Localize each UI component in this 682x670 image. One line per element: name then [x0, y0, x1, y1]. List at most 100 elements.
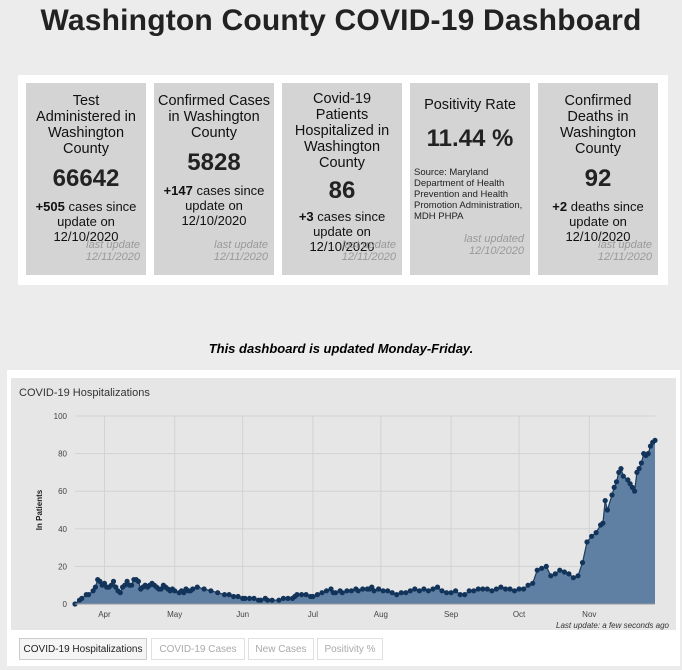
card-value: 92	[584, 165, 612, 192]
card-title: Positivity Rate	[424, 97, 516, 113]
data-point	[498, 584, 504, 590]
positivity-card: Positivity Rate 11.44 % Source: Maryland…	[410, 83, 530, 275]
data-point	[593, 530, 599, 536]
data-point	[299, 592, 305, 598]
x-tick-label: Oct	[513, 610, 526, 619]
data-point	[355, 588, 361, 594]
card-change-number: +505	[35, 199, 65, 214]
data-point	[604, 507, 611, 513]
data-point	[398, 590, 404, 596]
data-point	[457, 592, 463, 598]
card-change-number: +147	[163, 183, 193, 198]
x-tick-label: Apr	[98, 610, 111, 619]
data-point	[613, 479, 620, 485]
data-point	[484, 586, 490, 592]
data-point	[636, 466, 642, 472]
tests-card: Test Administered in Washington County 6…	[26, 83, 146, 275]
card-value: 66642	[52, 165, 120, 192]
data-point	[208, 588, 214, 594]
data-point	[489, 588, 495, 594]
data-point	[310, 593, 316, 600]
data-point	[611, 484, 617, 490]
data-point	[135, 578, 141, 584]
card-update-date: 12/10/2020	[468, 245, 524, 257]
data-point	[632, 488, 638, 494]
data-point	[620, 473, 626, 479]
data-point	[158, 586, 164, 592]
update-notice: This dashboard is updated Monday-Friday.	[208, 341, 474, 356]
data-point	[425, 588, 431, 594]
data-point	[344, 588, 350, 594]
data-point	[407, 588, 413, 594]
data-point	[584, 539, 590, 545]
data-point	[251, 595, 257, 601]
tab-covid-cases[interactable]: COVID-19 Cases	[151, 638, 245, 660]
card-change-number: +2	[552, 199, 568, 214]
data-point	[645, 451, 651, 457]
data-point	[579, 560, 586, 566]
card-change: +505 cases since update on 12/10/2020	[30, 199, 142, 244]
page-title: Washington County COVID-19 Dashboard	[40, 4, 642, 37]
data-point	[380, 588, 386, 594]
card-last-update: last update 12/11/2020	[214, 239, 268, 263]
card-update-date: 12/11/2020	[341, 251, 396, 263]
card-last-update-label: last updated	[464, 233, 524, 245]
card-value: 86	[328, 177, 356, 204]
card-change: +147 cases since update on 12/10/2020	[158, 183, 270, 228]
tab-new-cases[interactable]: New Cases	[248, 638, 314, 660]
card-update-date: 12/11/2020	[85, 251, 140, 263]
data-point	[258, 597, 264, 603]
card-value: 5828	[187, 149, 241, 176]
data-point	[280, 595, 286, 601]
data-point	[360, 586, 366, 592]
data-point	[516, 586, 522, 592]
data-point	[625, 477, 631, 483]
data-point	[314, 592, 320, 598]
card-last-update-label: last update	[214, 239, 268, 251]
data-point	[303, 592, 309, 598]
data-point	[448, 590, 454, 596]
card-update-date: 12/11/2020	[213, 251, 268, 263]
data-point	[269, 597, 275, 603]
data-point	[466, 588, 472, 594]
data-point	[634, 469, 640, 475]
data-point	[521, 586, 527, 592]
data-point	[235, 593, 241, 600]
data-point	[543, 563, 549, 569]
chart-svg: COVID-19 Hospitalizations 0 20 40 60 80 100 Apr…	[19, 387, 670, 630]
y-tick-label: 60	[58, 487, 67, 496]
x-tick-label: Sep	[444, 610, 459, 619]
deaths-card: Confirmed Deaths in Washington County 92…	[538, 83, 658, 275]
data-point	[194, 584, 200, 590]
tab-covid-hospitalizations[interactable]: COVID-19 Hospitalizations	[19, 638, 147, 660]
data-point	[434, 584, 441, 590]
tab-positivity[interactable]: Positivity %	[317, 638, 383, 660]
area-fill	[75, 440, 655, 604]
data-point	[79, 595, 85, 601]
data-point	[575, 573, 581, 579]
y-tick-label: 20	[58, 562, 67, 571]
data-point	[412, 586, 418, 592]
data-point	[394, 592, 400, 598]
hospitalized-card: Covid-19 Patients Hospitalized in Washin…	[282, 83, 402, 275]
data-point	[242, 595, 248, 601]
card-last-update: last update 12/11/2020	[598, 239, 652, 263]
data-point	[552, 571, 558, 577]
y-axis-label: In Patients	[35, 489, 44, 530]
data-point	[493, 586, 499, 592]
data-point	[530, 580, 536, 586]
data-point	[110, 578, 117, 584]
data-point	[557, 567, 563, 573]
data-point	[600, 520, 606, 526]
data-point	[502, 586, 509, 592]
data-point	[421, 586, 427, 592]
card-last-update: last update 12/11/2020	[86, 239, 140, 263]
data-point	[376, 586, 382, 592]
card-source: Source: Maryland Department of Health Pr…	[414, 167, 523, 222]
data-point	[525, 582, 531, 588]
card-update-date: 12/11/2020	[597, 251, 652, 263]
card-title: Test Administered in Washington County	[36, 93, 136, 157]
data-point	[652, 437, 658, 443]
data-point	[124, 578, 130, 584]
hospitalizations-chart[interactable]: COVID-19 Hospitalizations 0 20 40 60 80 100 Apr…	[11, 378, 676, 630]
